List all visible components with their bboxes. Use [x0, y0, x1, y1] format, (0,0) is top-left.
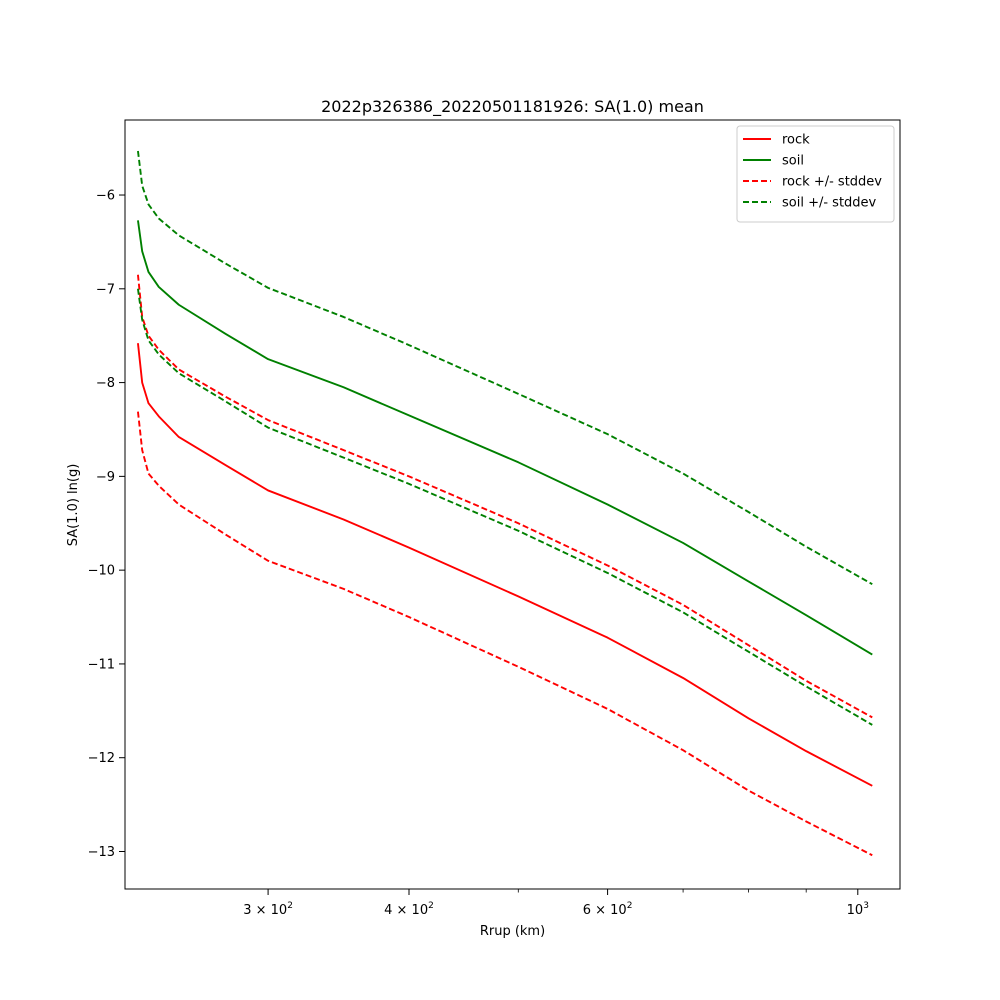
- y-tick-label-6: −12: [88, 751, 115, 766]
- legend: rock soil rock +/- stddev soil +/- stddev: [736, 125, 895, 223]
- series-line-1: [137, 220, 873, 656]
- chart-title: 2022p326386_20220501181926: SA(1.0) mean: [321, 97, 704, 117]
- x-tick-label-1: 4 × 102: [384, 901, 434, 918]
- series-layer: [137, 150, 873, 857]
- x-axis: 3 × 102 4 × 102 6 × 102 103: [243, 889, 869, 918]
- x-axis-label: Rrup (km): [480, 924, 545, 939]
- x-tick-label-0: 3 × 102: [243, 901, 293, 918]
- y-tick-label-3: −9: [96, 470, 115, 485]
- plot-frame: [124, 119, 901, 890]
- y-tick-label-5: −11: [88, 657, 115, 672]
- series-line-5: [137, 288, 873, 726]
- y-tick-label-4: −10: [88, 564, 115, 579]
- y-tick-label-0: −6: [96, 189, 115, 204]
- series-line-0: [137, 343, 873, 787]
- legend-label-3: soil +/- stddev: [782, 196, 877, 211]
- legend-box: [736, 125, 895, 223]
- series-line-3: [137, 411, 873, 857]
- series-line-4: [137, 150, 873, 586]
- legend-label-2: rock +/- stddev: [782, 175, 882, 190]
- y-tick-label-7: −13: [88, 845, 115, 860]
- legend-label-1: soil: [782, 154, 804, 169]
- y-axis: −6 −7 −8 −9 −10 −11 −12 −13: [88, 189, 125, 860]
- y-axis-label: SA(1.0) ln(g): [66, 464, 81, 547]
- y-tick-label-2: −8: [96, 376, 115, 391]
- x-tick-label-2: 6 × 102: [583, 901, 633, 918]
- y-tick-label-1: −7: [96, 282, 115, 297]
- x-tick-label-3: 103: [847, 901, 869, 918]
- series-line-2: [137, 274, 873, 719]
- legend-label-0: rock: [782, 133, 810, 148]
